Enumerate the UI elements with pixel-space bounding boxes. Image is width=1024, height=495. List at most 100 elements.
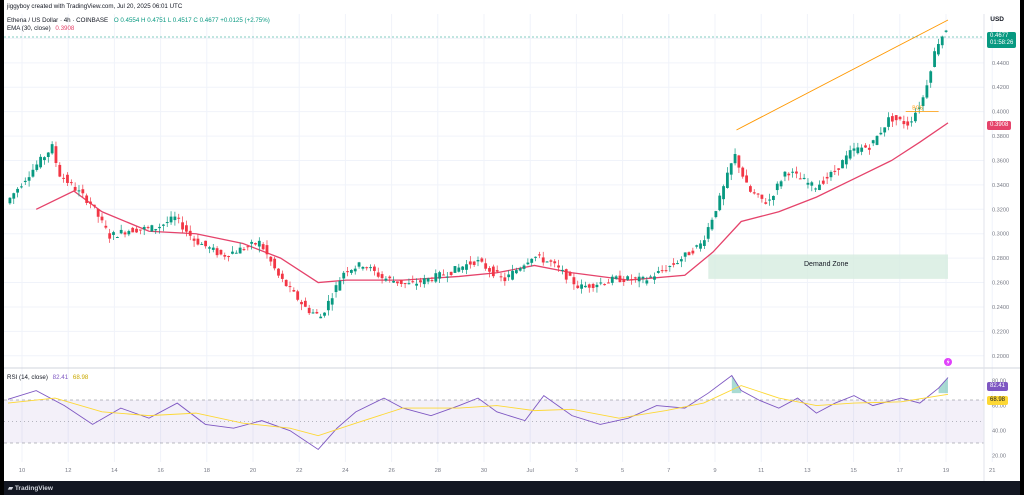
candle-body bbox=[760, 194, 764, 199]
candle-body bbox=[925, 85, 929, 98]
candle-body bbox=[668, 266, 672, 268]
candle-body bbox=[779, 181, 783, 187]
rsi-legend[interactable]: RSI (14, close) 82.41 68.98 bbox=[7, 374, 88, 381]
candle-body bbox=[875, 135, 879, 145]
candle-body bbox=[438, 272, 442, 279]
last-price-value: 0.4677 bbox=[990, 33, 1009, 39]
price-tick-label: 0.4400 bbox=[992, 61, 1009, 67]
candle-body bbox=[150, 225, 154, 232]
time-tick-label: 5 bbox=[621, 468, 624, 474]
candle-body bbox=[530, 258, 534, 263]
candle-body bbox=[261, 244, 265, 250]
candle-body bbox=[353, 268, 357, 272]
candle-body bbox=[127, 231, 131, 235]
time-tick-label: 22 bbox=[296, 468, 302, 474]
candle-body bbox=[234, 252, 238, 254]
candle-body bbox=[303, 300, 307, 307]
candle-body bbox=[860, 147, 864, 152]
time-tick-label: 13 bbox=[804, 468, 810, 474]
candle-body bbox=[906, 121, 910, 126]
bos-label: BOS bbox=[912, 106, 923, 112]
candle-body bbox=[192, 238, 196, 241]
candle-body bbox=[16, 188, 19, 193]
candle-body bbox=[940, 36, 944, 46]
candle-body bbox=[338, 280, 342, 291]
currency-label[interactable]: USD bbox=[990, 16, 1004, 23]
rsi-tick-label: 60.00 bbox=[992, 404, 1006, 410]
candle-body bbox=[587, 284, 591, 288]
candle-body bbox=[691, 250, 695, 254]
candle-body bbox=[453, 266, 457, 273]
candle-body bbox=[257, 240, 261, 247]
candle-body bbox=[541, 257, 545, 263]
tradingview-logo[interactable]: ▰ TradingView bbox=[8, 484, 53, 492]
candle-body bbox=[215, 248, 219, 256]
candle-body bbox=[92, 204, 96, 207]
price-axis[interactable]: 0.46000.44000.42000.40000.38000.36000.34… bbox=[992, 36, 1009, 359]
candle-body bbox=[227, 256, 231, 258]
candle-body bbox=[461, 266, 465, 270]
candle-body bbox=[557, 265, 560, 268]
candle-body bbox=[595, 284, 599, 288]
candle-body bbox=[115, 237, 119, 239]
candle-body bbox=[841, 160, 844, 169]
ema-legend[interactable]: EMA (30, close) 0.3908 bbox=[7, 25, 74, 32]
price-tick-label: 0.3200 bbox=[992, 207, 1009, 213]
candle-body bbox=[142, 226, 146, 230]
candle-body bbox=[522, 265, 526, 269]
lightning-icon[interactable] bbox=[944, 358, 952, 366]
candle-body bbox=[223, 255, 227, 257]
candle-body bbox=[699, 243, 702, 249]
symbol-title[interactable]: Ethena / US Dollar · 4h · COINBASE O 0.4… bbox=[7, 17, 270, 24]
candle-body bbox=[146, 227, 150, 229]
chart-canvas[interactable]: BOS 0.46000.44000.42000.40000.38000.3600… bbox=[4, 0, 1020, 495]
ema-value: 0.3908 bbox=[55, 25, 75, 32]
last-price-tag: 0.4677 01:58:26 bbox=[987, 32, 1017, 48]
candle-body bbox=[185, 225, 188, 232]
rsi-band bbox=[4, 400, 984, 443]
time-axis[interactable]: 10 12 14 16 18 20 22 24 26 28 30 Jul 3 5 7 9 11 13 15 17 19 2… bbox=[19, 468, 996, 474]
candle-body bbox=[864, 145, 867, 148]
candle-body bbox=[419, 280, 422, 283]
candle-body bbox=[503, 277, 507, 282]
candle-body bbox=[937, 44, 940, 55]
candle-body bbox=[584, 285, 587, 288]
candle-body bbox=[706, 227, 710, 239]
candle-body bbox=[85, 195, 89, 203]
candle-body bbox=[300, 301, 303, 305]
candle-body bbox=[626, 276, 630, 280]
candle-body bbox=[288, 286, 292, 288]
time-tick-label: 30 bbox=[481, 468, 487, 474]
candle-body bbox=[737, 155, 741, 168]
candle-body bbox=[656, 271, 660, 273]
candle-body bbox=[20, 186, 23, 188]
candle-body bbox=[8, 197, 12, 204]
candle-body bbox=[365, 267, 369, 269]
candle-body bbox=[46, 152, 50, 158]
rsi-axis[interactable]: 80.00 60.00 40.00 20.00 bbox=[992, 379, 1006, 460]
candle-body bbox=[764, 202, 768, 204]
time-tick-label: 28 bbox=[435, 468, 441, 474]
time-tick-label: 18 bbox=[204, 468, 210, 474]
candle-body bbox=[426, 278, 430, 282]
candle-body bbox=[645, 280, 649, 284]
candle-body bbox=[254, 242, 257, 245]
demand-zone bbox=[708, 254, 948, 279]
candle-body bbox=[357, 262, 361, 267]
candle-body bbox=[768, 199, 771, 201]
candle-body bbox=[491, 266, 495, 277]
candle-body bbox=[752, 192, 756, 194]
candle-body bbox=[334, 285, 338, 293]
time-tick-label: 17 bbox=[897, 468, 903, 474]
candle-body bbox=[269, 256, 273, 262]
trend-line bbox=[736, 19, 949, 131]
candle-body bbox=[787, 173, 791, 176]
candle-body bbox=[200, 243, 204, 245]
candle-body bbox=[745, 175, 748, 183]
candle-body bbox=[58, 164, 62, 177]
candle-body bbox=[376, 272, 380, 277]
candle-body bbox=[292, 290, 296, 292]
time-tick-label: 16 bbox=[157, 468, 163, 474]
candle-body bbox=[31, 169, 35, 177]
candle-body bbox=[818, 184, 821, 191]
